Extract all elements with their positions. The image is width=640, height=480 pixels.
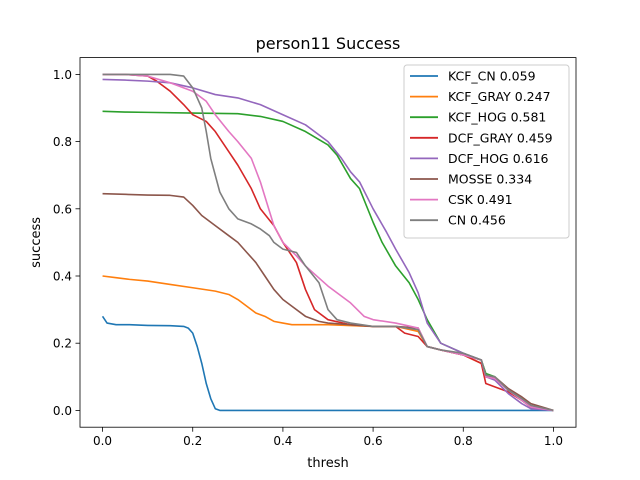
series-line-7 bbox=[102, 73, 554, 412]
legend-label: KCF_HOG 0.581 bbox=[448, 110, 546, 125]
x-tick-label: 0.6 bbox=[364, 434, 383, 448]
chart-title: person11 Success bbox=[256, 34, 401, 53]
series-line-0 bbox=[101, 315, 554, 412]
series-line-3 bbox=[102, 73, 554, 412]
legend: KCF_CN 0.059 KCF_GRAY 0.247 KCF_HOG 0.581 D… bbox=[403, 64, 570, 239]
y-tick-label: 1.0 bbox=[53, 68, 72, 82]
axes-frame bbox=[79, 57, 577, 428]
legend-box bbox=[403, 64, 570, 239]
x-tick-label: 1.0 bbox=[544, 434, 563, 448]
y-tick-label: 0.2 bbox=[53, 337, 72, 351]
legend-label: CSK 0.491 bbox=[448, 192, 513, 207]
legend-label: KCF_CN 0.059 bbox=[448, 69, 536, 84]
y-axis-label: success bbox=[29, 217, 44, 268]
y-tick-label: 0.4 bbox=[53, 270, 72, 284]
series-layer bbox=[101, 73, 554, 412]
x-tick-label: 0.2 bbox=[183, 434, 202, 448]
y-tick-label: 0.6 bbox=[53, 202, 72, 216]
y-tick-label: 0.0 bbox=[53, 404, 72, 418]
x-tick-label: 0.0 bbox=[93, 434, 112, 448]
legend-label: KCF_GRAY 0.247 bbox=[448, 89, 551, 104]
legend-label: CN 0.456 bbox=[448, 213, 506, 228]
x-axis-label: thresh bbox=[307, 456, 348, 471]
legend-label: MOSSE 0.334 bbox=[448, 172, 532, 187]
x-tick-label: 0.8 bbox=[454, 434, 473, 448]
legend-label: DCF_HOG 0.616 bbox=[448, 151, 549, 166]
x-axis: 0.0 0.2 0.4 0.6 0.8 1.0 bbox=[93, 427, 563, 448]
x-tick-label: 0.4 bbox=[273, 434, 292, 448]
y-tick-label: 0.8 bbox=[53, 135, 72, 149]
y-axis: 0.0 0.2 0.4 0.6 0.8 1.0 bbox=[53, 68, 80, 418]
legend-label: DCF_GRAY 0.459 bbox=[448, 130, 553, 145]
